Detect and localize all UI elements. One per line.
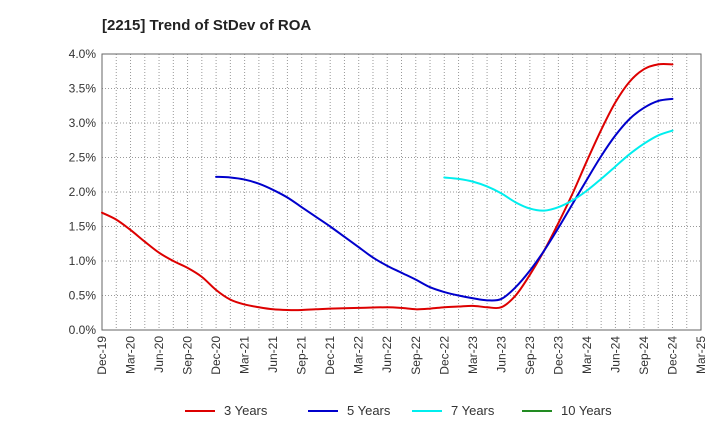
x-tick-label: Mar-21 [238, 336, 252, 374]
x-tick-label: Mar-24 [580, 336, 594, 374]
x-tick-label: Sep-22 [409, 336, 423, 375]
x-tick-label: Dec-24 [665, 336, 679, 375]
x-tick-label: Mar-20 [124, 336, 138, 374]
chart-title: [2215] Trend of StDev of ROA [102, 17, 311, 34]
y-tick-label: 4.0% [69, 47, 97, 61]
x-tick-label: Dec-19 [95, 336, 109, 375]
plot-frame [101, 53, 702, 331]
x-tick-label: Jun-24 [608, 336, 622, 373]
x-tick-label: Jun-20 [152, 336, 166, 373]
x-tick-label: Jun-23 [494, 336, 508, 373]
plot-area: 0.0% 0.5% 1.0% 1.5% 2.0% 2.5% 3.0% 3.5% 4.0% Dec-… [69, 47, 708, 375]
x-tick-label: Dec-20 [209, 336, 223, 375]
y-tick-label: 2.0% [69, 185, 97, 199]
series-line-7-years [443, 129, 674, 212]
y-tick-label: 0.5% [69, 289, 97, 303]
legend-label-3-years: 3 Years [224, 403, 268, 418]
x-tick-label: Mar-23 [466, 336, 480, 374]
x-tick-label: Mar-22 [352, 336, 366, 374]
series-line-3-years [101, 62, 674, 312]
x-tick-label: Dec-23 [551, 336, 565, 375]
x-tick-label: Sep-24 [637, 336, 651, 375]
legend-label-5-years: 5 Years [347, 403, 391, 418]
legend: 3 Years 5 Years 7 Years 10 Years [185, 403, 612, 418]
y-tick-label: 1.5% [69, 220, 97, 234]
y-tick-label: 2.5% [69, 151, 97, 165]
x-tick-label: Jun-22 [380, 336, 394, 373]
x-tick-label: Jun-21 [266, 336, 280, 373]
y-tick-label: 1.0% [69, 254, 97, 268]
legend-label-7-years: 7 Years [451, 403, 495, 418]
x-tick-label: Sep-21 [295, 336, 309, 375]
y-tick-label: 0.0% [69, 323, 97, 337]
x-tick-label: Sep-20 [181, 336, 195, 375]
x-tick-label: Sep-23 [523, 336, 537, 375]
x-tick-label: Mar-25 [694, 336, 708, 374]
x-tick-label: Dec-22 [437, 336, 451, 375]
x-tick-label: Dec-21 [323, 336, 337, 375]
series-line-5-years [215, 97, 674, 302]
y-tick-label: 3.0% [69, 116, 97, 130]
y-tick-label: 3.5% [69, 82, 97, 96]
legend-label-10-years: 10 Years [561, 403, 612, 418]
